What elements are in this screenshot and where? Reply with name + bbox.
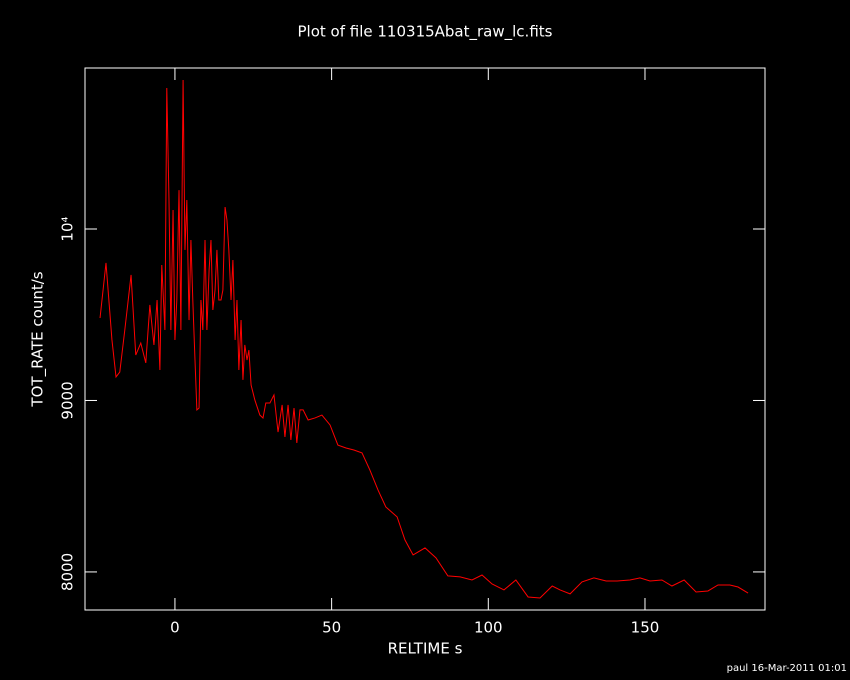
chart-title: Plot of file 110315Abat_raw_lc.fits (298, 23, 553, 42)
plot-frame (84, 67, 766, 611)
x-tick-label: 100 (474, 619, 503, 637)
x-tick-label: 50 (322, 619, 341, 637)
y-tick-label: 8000 (59, 553, 77, 591)
x-axis-label: RELTIME s (388, 640, 463, 658)
footer: paul 16-Mar-2011 01:01 (727, 663, 847, 674)
y-tick-label: 10⁴ (59, 216, 77, 241)
y-tick-label: 9000 (59, 381, 77, 419)
data-line (99, 79, 749, 599)
x-tick-label: 150 (631, 619, 660, 637)
y-axis-label: TOT_RATE count/s (29, 271, 48, 407)
x-tick-label: 0 (170, 619, 180, 637)
